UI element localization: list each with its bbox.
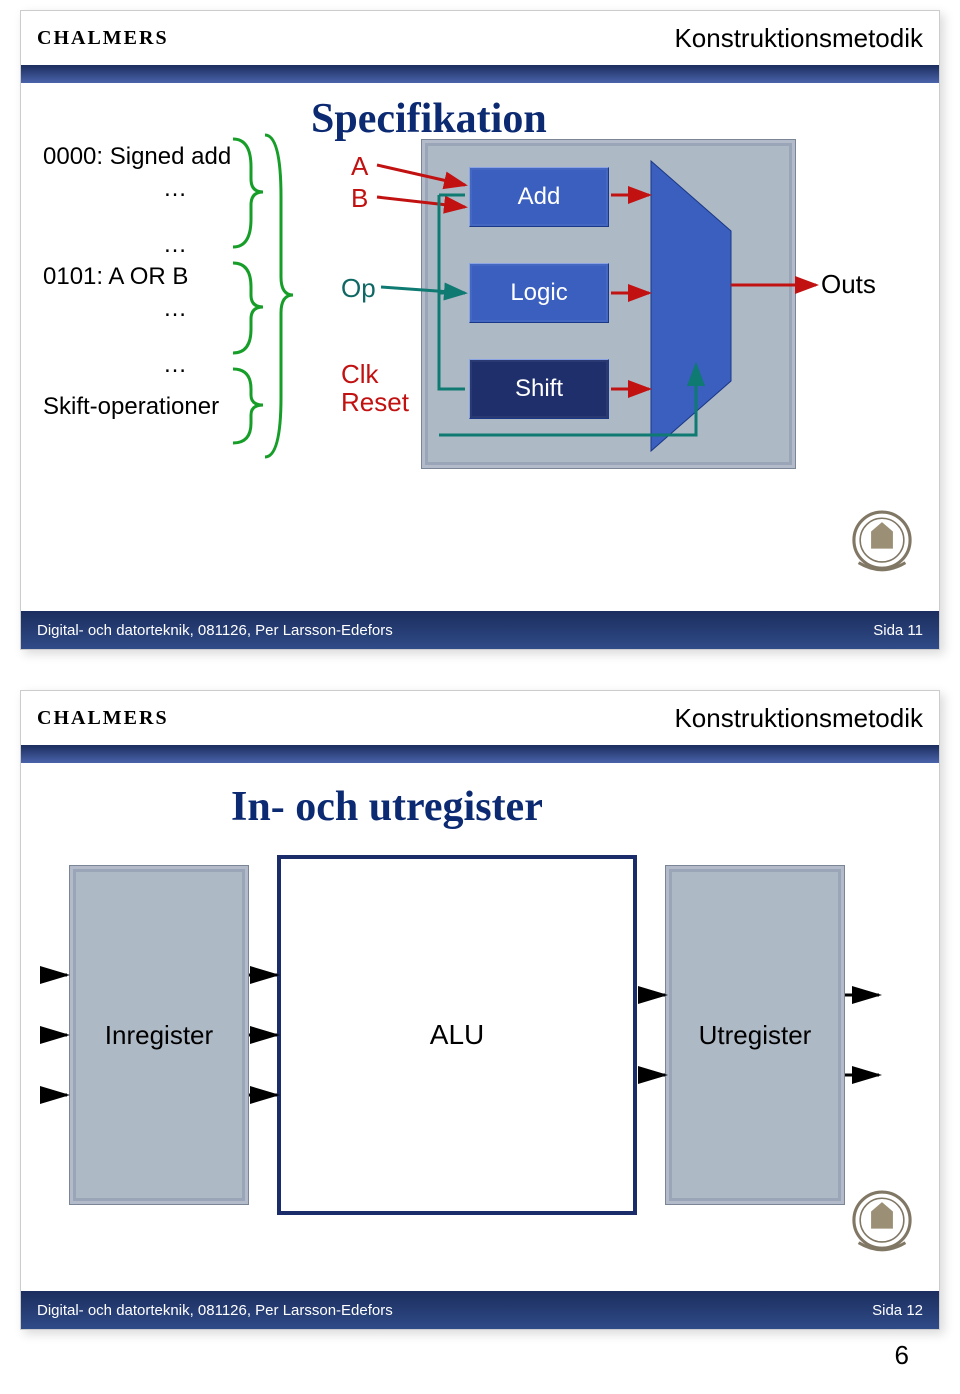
- braces-icon: [221, 137, 291, 457]
- header-accent-bar: [21, 745, 939, 763]
- brand-logo: CHALMERS: [37, 707, 169, 730]
- register-arrows: [41, 865, 921, 1225]
- header-accent-bar: [21, 65, 939, 83]
- page-number: 6: [895, 1340, 909, 1371]
- slide-in-och-utregister: CHALMERS Konstruktionsmetodik In- och ut…: [20, 690, 940, 1330]
- slide-title: In- och utregister: [231, 783, 543, 831]
- footer-right: Sida 11: [873, 622, 923, 639]
- slide-body: Specifikation 0000: Signed add … … 0101:…: [21, 85, 939, 629]
- crest-icon: [843, 1185, 921, 1263]
- crest-icon: [843, 505, 921, 583]
- slide-header: CHALMERS Konstruktionsmetodik: [21, 691, 939, 747]
- slide-footer: Digital- och datorteknik, 081126, Per La…: [21, 611, 939, 649]
- slide-footer: Digital- och datorteknik, 081126, Per La…: [21, 1291, 939, 1329]
- brand-logo: CHALMERS: [37, 27, 169, 50]
- slide-topic: Konstruktionsmetodik: [674, 703, 923, 734]
- slide-topic: Konstruktionsmetodik: [674, 23, 923, 54]
- footer-left: Digital- och datorteknik, 081126, Per La…: [37, 622, 393, 639]
- slide-specifikation: CHALMERS Konstruktionsmetodik Specifikat…: [20, 10, 940, 650]
- footer-left: Digital- och datorteknik, 081126, Per La…: [37, 1302, 393, 1319]
- slide-header: CHALMERS Konstruktionsmetodik: [21, 11, 939, 67]
- wiring: [301, 135, 921, 485]
- footer-right: Sida 12: [872, 1302, 923, 1319]
- slide-body: In- och utregister Inregister ALU Utregi…: [21, 765, 939, 1309]
